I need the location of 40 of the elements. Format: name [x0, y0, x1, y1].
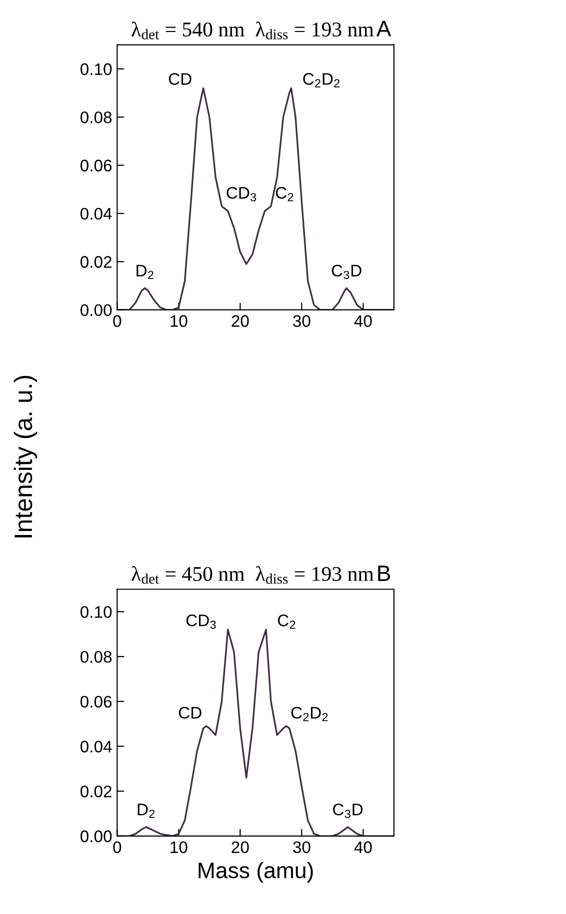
annotation: CD$_{3}$: [186, 614, 216, 629]
text: A: [376, 20, 392, 36]
x-tick-label: 30: [293, 315, 310, 327]
chart-title: λ$_{det}$ = 540 nm λ$_{diss}$ = 193 nm: [132, 22, 374, 40]
annotation: D$_{2}$: [136, 264, 154, 279]
annotation: CD: [168, 73, 192, 85]
annotation: C$_{2}$D$_{2}$: [303, 73, 340, 88]
x-axis-title: Mass (amu): [198, 862, 313, 883]
y-tick-label: 0.02: [80, 256, 112, 268]
x-tick-label: 10: [170, 315, 188, 327]
annotation: C$_{2}$D$_{2}$: [291, 706, 328, 722]
x-tick-label: 40: [354, 315, 372, 327]
x-tick-label: 30: [293, 841, 310, 854]
y-tick-label: 0.10: [80, 606, 112, 618]
x-tick-label: 0: [113, 841, 122, 854]
y-tick-label: 0.04: [80, 208, 112, 220]
x-tick-label: 20: [232, 315, 249, 327]
x-tick-label: 40: [354, 841, 372, 854]
annotation: CD: [178, 706, 202, 719]
chart-title: λ$_{det}$ = 450 nm λ$_{diss}$ = 193 nm: [132, 566, 374, 584]
y-tick-label: 0.08: [80, 650, 112, 663]
y-tick-label: 0.10: [80, 63, 112, 76]
y-tick-label: 0.00: [80, 830, 112, 842]
y-tick-label: 0.02: [80, 786, 112, 798]
y-tick-label: 0.04: [80, 740, 112, 752]
text: B: [378, 566, 390, 581]
annotation: C$_{2}$: [276, 186, 294, 202]
y-tick-label: 0.00: [80, 304, 112, 316]
x-tick-label: 10: [170, 841, 188, 854]
y-tick-label: 0.08: [80, 111, 112, 124]
x-tick-label: 0: [113, 315, 122, 327]
annotation: C$_{2}$: [278, 614, 296, 629]
annotation: CD$_{3}$: [226, 186, 256, 202]
y-tick-label: 0.06: [80, 160, 112, 172]
annotation: C$_{3}$D: [332, 264, 362, 280]
annotation: D$_{2}$: [138, 804, 155, 818]
annotation: C$_{3}$D: [333, 804, 363, 818]
y-axis-title: Intensity (a. u.): [14, 376, 38, 538]
x-tick-label: 20: [232, 841, 249, 854]
y-tick-label: 0.06: [80, 696, 112, 708]
